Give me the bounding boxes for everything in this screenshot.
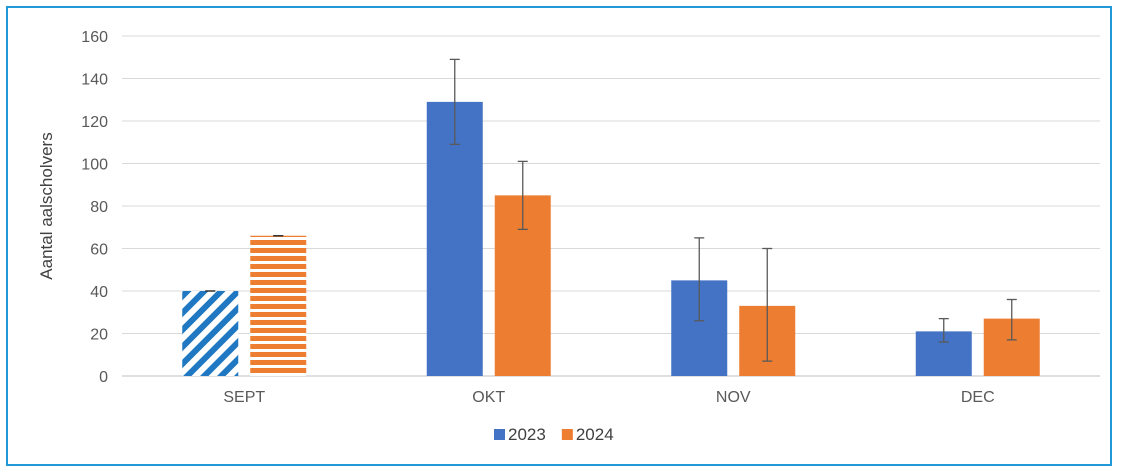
- y-tick-labels: 0 20 40 60 80 100 120 140 160: [81, 29, 108, 386]
- legend-label-2024: 2024: [576, 425, 614, 444]
- legend-swatch-2023: [494, 429, 505, 440]
- y-tick-label: 120: [81, 114, 108, 131]
- y-tick-label: 80: [90, 199, 108, 216]
- bar-2023-okt: [426, 101, 483, 376]
- y-tick-label: 60: [90, 242, 108, 259]
- legend: 2023 2024: [494, 425, 614, 444]
- y-tick-label: 20: [90, 327, 108, 344]
- legend-swatch-2024: [561, 429, 573, 440]
- x-tick-label: NOV: [716, 389, 751, 406]
- bar-chart: 0 20 40 60 80 100 120 140 160 SEPT OKT NOV DEC Aant…: [37, 29, 1100, 444]
- x-tick-label: DEC: [961, 389, 995, 406]
- x-tick-label: SEPT: [223, 389, 265, 406]
- bar-2023-sept: [182, 291, 239, 376]
- chart-frame: 0 20 40 60 80 100 120 140 160 SEPT OKT NOV DEC Aant…: [6, 6, 1112, 466]
- x-tick-label: OKT: [472, 389, 505, 406]
- y-tick-label: 0: [99, 369, 108, 386]
- bars: [182, 101, 1040, 376]
- y-tick-label: 40: [90, 284, 108, 301]
- error-bars: [205, 58, 1017, 362]
- bar-2024-sept: [250, 235, 307, 376]
- y-axis-title: Aantal aalscholvers: [37, 132, 56, 279]
- legend-label-2023: 2023: [508, 425, 546, 444]
- y-tick-label: 100: [81, 157, 108, 174]
- y-tick-label: 160: [81, 29, 108, 46]
- y-tick-label: 140: [81, 72, 108, 89]
- x-tick-labels: SEPT OKT NOV DEC: [223, 389, 994, 406]
